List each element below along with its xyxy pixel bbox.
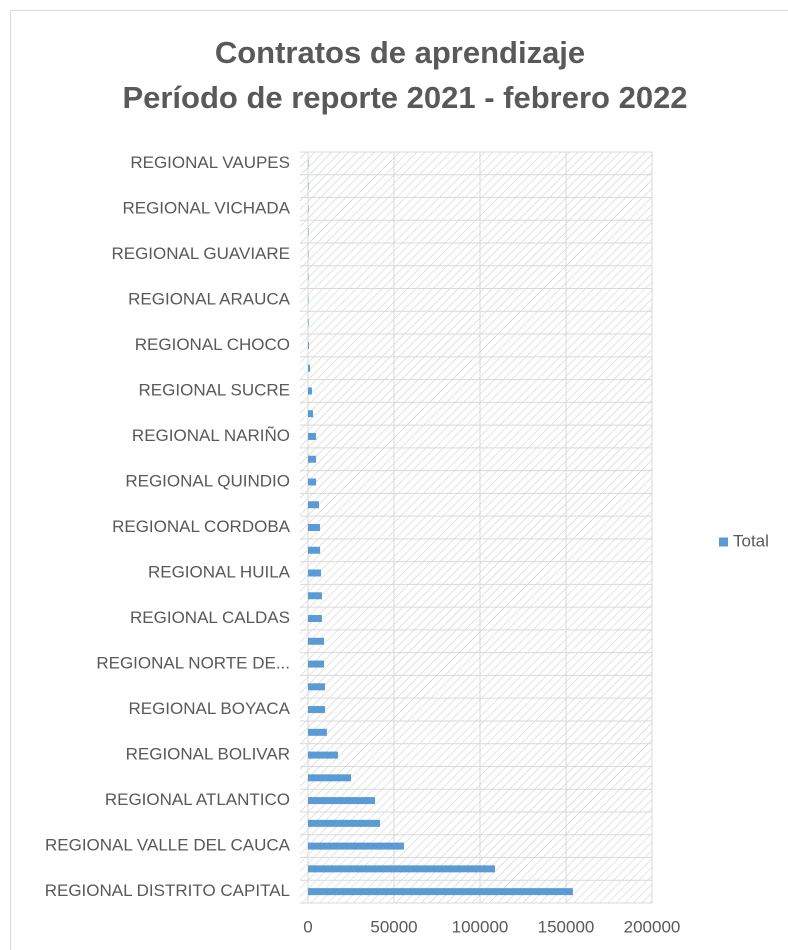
x-tick-label: 100000 xyxy=(452,917,509,936)
bar xyxy=(308,501,320,509)
chart-title: Período de reporte 2021 - febrero 2022 xyxy=(122,80,687,115)
y-tick-label: REGIONAL NORTE DE... xyxy=(96,654,290,673)
bar xyxy=(308,888,573,896)
bar xyxy=(308,478,317,486)
y-tick-label: REGIONAL VAUPES xyxy=(130,153,290,172)
x-tick-label: 150000 xyxy=(538,917,595,936)
chart-title: Contratos de aprendizaje xyxy=(215,35,585,70)
bar xyxy=(308,273,309,281)
bar xyxy=(308,797,376,805)
bar xyxy=(308,706,326,714)
bar xyxy=(308,228,309,236)
bar xyxy=(308,250,309,258)
y-tick-label: REGIONAL VALLE DEL CAUCA xyxy=(45,836,291,855)
bar xyxy=(308,546,321,554)
legend-label: Total xyxy=(733,531,769,550)
x-tick-label: 50000 xyxy=(370,917,417,936)
bar xyxy=(308,341,310,349)
bar xyxy=(308,410,313,418)
bar xyxy=(308,364,311,372)
bar xyxy=(308,432,317,440)
y-tick-label: REGIONAL QUINDIO xyxy=(125,471,290,490)
legend-swatch xyxy=(719,537,728,547)
x-tick-label: 200000 xyxy=(624,917,681,936)
bar xyxy=(308,615,322,623)
y-tick-label: REGIONAL CHOCO xyxy=(135,335,290,354)
bar xyxy=(308,751,338,759)
y-tick-label: REGIONAL BOYACA xyxy=(128,699,290,718)
bar xyxy=(308,637,324,645)
y-tick-label: REGIONAL CALDAS xyxy=(130,608,290,627)
bar xyxy=(308,865,495,873)
bar xyxy=(308,683,326,691)
bar xyxy=(308,569,322,577)
y-tick-label: REGIONAL CORDOBA xyxy=(112,517,291,536)
y-tick-label: REGIONAL DISTRITO CAPITAL xyxy=(45,881,290,900)
bar xyxy=(308,296,309,304)
y-tick-label: REGIONAL HUILA xyxy=(148,562,291,581)
bar xyxy=(308,387,312,395)
bar xyxy=(308,728,327,736)
chart-border xyxy=(10,10,788,950)
bar xyxy=(308,819,381,827)
y-tick-label: REGIONAL SUCRE xyxy=(139,380,290,399)
y-tick-label: REGIONAL VICHADA xyxy=(122,198,290,217)
y-tick-label: REGIONAL ARAUCA xyxy=(128,289,291,308)
bar xyxy=(308,774,351,782)
bar xyxy=(308,205,309,213)
bar xyxy=(308,842,404,850)
y-tick-label: REGIONAL NARIÑO xyxy=(132,426,290,445)
bar xyxy=(308,592,322,600)
y-tick-label: REGIONAL ATLANTICO xyxy=(105,790,290,809)
bar xyxy=(308,660,324,668)
bar xyxy=(308,319,309,327)
bar xyxy=(308,455,317,463)
bar xyxy=(308,524,321,531)
bar xyxy=(308,159,309,167)
plot-area xyxy=(300,152,652,903)
bar xyxy=(308,182,309,190)
y-tick-label: REGIONAL GUAVIARE xyxy=(111,244,290,263)
y-tick-label: REGIONAL BOLIVAR xyxy=(126,745,290,764)
x-tick-label: 0 xyxy=(303,917,312,936)
